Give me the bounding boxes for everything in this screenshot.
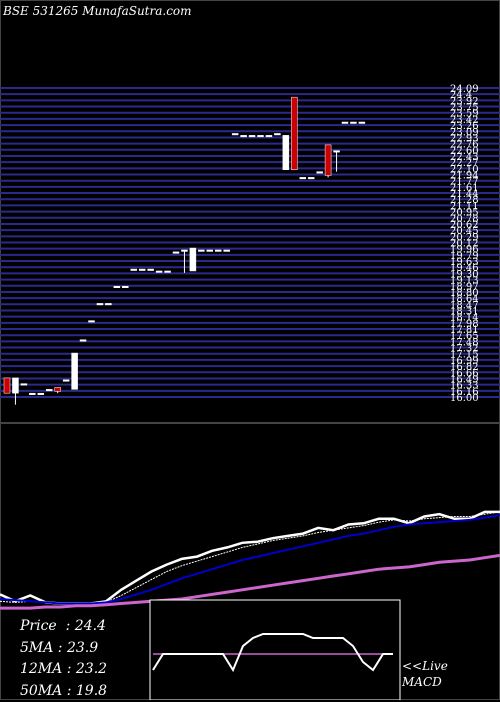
candle-body [266,135,272,137]
candle-body [38,393,44,395]
candle-body [97,303,103,305]
candle-body [165,271,171,273]
candle-body [29,393,35,395]
stat-sep: : [62,661,76,677]
stat-sep: : [57,618,75,634]
stat-label: 5MA [20,640,53,656]
stat-value: 24.4 [75,618,106,634]
candle-body [105,303,111,305]
stat-label: 12MA [20,661,62,677]
candle-body [350,122,356,124]
candle-body [300,177,306,179]
macd-title: MACD [402,674,448,690]
candle-body [342,122,348,124]
candle-body [317,172,323,174]
watermark: BSE 531265 MunafaSutra.com [3,4,192,18]
candle-body [55,387,61,391]
candle-body [274,133,280,135]
stat-5ma: 5MA : 23.9 [20,638,107,660]
candle-body [139,269,145,271]
candle-body [148,269,154,271]
stat-price: Price : 24.4 [20,616,107,638]
candle-body [89,321,95,323]
macd-panel [150,600,400,700]
candle-body [198,250,204,252]
candle-body [80,340,86,342]
candle-body [173,252,179,254]
stat-50ma: 50MA : 19.8 [20,681,107,702]
candle-body [156,271,162,273]
moving-average-lines [0,512,500,608]
stat-value: 19.8 [76,683,107,699]
candle-body [21,384,27,386]
stat-value: 23.9 [67,640,98,656]
candle-body [224,250,230,252]
candle-body [215,250,221,252]
candle-body [334,151,340,153]
candle-body [291,97,297,170]
gridlines [0,88,500,397]
stat-label: Price [20,618,57,634]
stat-sep: : [62,683,76,699]
ma-line-12ma [0,515,500,603]
stat-12ma: 12MA : 23.2 [20,659,107,681]
macd-label[interactable]: <<Live MACD [402,658,448,690]
stats-panel: Price : 24.4 5MA : 23.9 12MA : 23.2 50MA… [20,616,107,702]
live-link[interactable]: <<Live [402,658,448,674]
candle-body [190,248,196,271]
candle-body [232,133,238,135]
candle-body [207,250,213,252]
price-axis-labels: 24.0924.423.9223.7523.5923.4223.2623.092… [450,84,479,404]
candle-body [46,389,52,391]
candle-body [12,378,18,393]
price-tick-label: 16.00 [450,393,479,404]
candle-body [241,135,247,137]
stat-value: 23.2 [76,661,107,677]
candle-body [181,250,187,252]
candle-body [63,380,69,382]
candle-body [325,145,331,176]
candle-body [122,286,128,288]
candle-body [72,353,78,389]
candle-body [258,135,264,137]
candle-body [359,122,365,124]
candle-body [114,286,120,288]
candle-body [308,177,314,179]
stat-sep: : [53,640,67,656]
candle-body [131,269,137,271]
candle-body [283,135,289,169]
candle-body [249,135,255,137]
candle-body [4,378,10,393]
stat-label: 50MA [20,683,62,699]
